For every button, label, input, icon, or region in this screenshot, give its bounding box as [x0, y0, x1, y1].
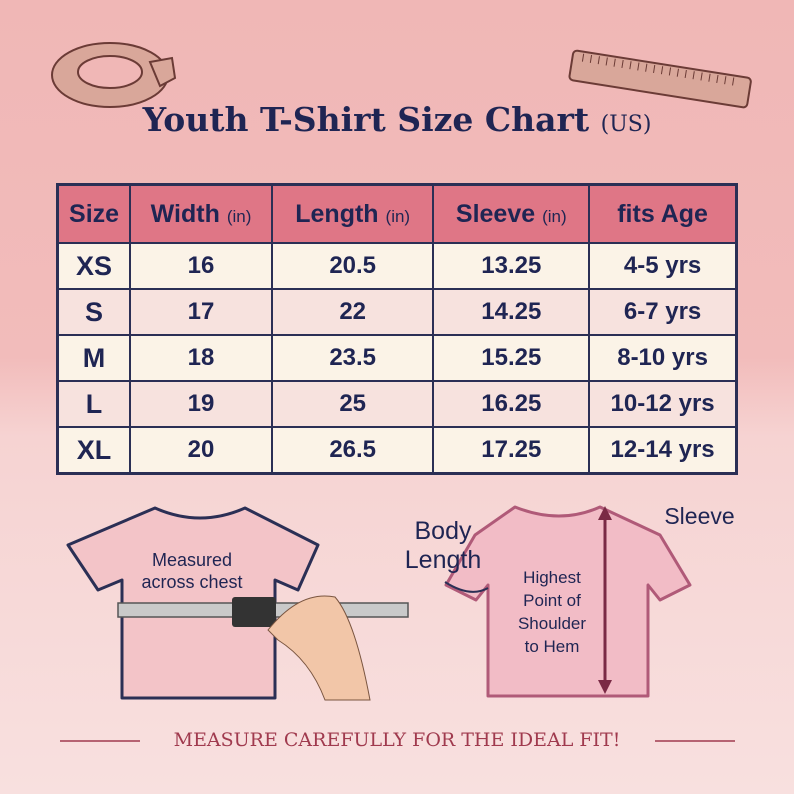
value-cell: 12-14 yrs	[588, 426, 738, 475]
value-cell: 6-7 yrs	[588, 288, 738, 336]
shirt-left	[66, 506, 409, 701]
value-cell: 17	[129, 288, 273, 336]
title: Youth T-Shirt Size Chart (US)	[0, 100, 794, 139]
value-cell: 4-5 yrs	[588, 242, 738, 290]
header-unit: (in)	[385, 206, 411, 226]
ruler	[568, 49, 752, 109]
header-text: Width	[150, 199, 220, 228]
chest-label: Measured across chest	[141, 550, 243, 592]
body-length-label: Body Length	[404, 517, 482, 574]
header-text: fits Age	[617, 199, 708, 228]
value-cell: 15.25	[432, 334, 591, 382]
table-row: S 17 22 14.25 6-7 yrs	[56, 288, 738, 336]
value-cell: 20.5	[270, 242, 435, 290]
column-header: Size	[56, 183, 132, 244]
size-cell: XL	[56, 426, 132, 475]
shirt-right	[444, 505, 692, 698]
table-body: XS 16 20.5 13.25 4-5 yrs S 17 22 14.25 6-7 yrs M 18…	[56, 242, 738, 475]
value-cell: 22	[270, 288, 435, 336]
size-cell: L	[56, 380, 132, 428]
footer: MEASURE CAREFULLY FOR THE IDEAL FIT!	[173, 729, 621, 751]
value-cell: 17.25	[432, 426, 591, 475]
value-cell: 16	[129, 242, 273, 290]
value-cell: 14.25	[432, 288, 591, 336]
value-cell: 23.5	[270, 334, 435, 382]
title-suffix: (US)	[600, 112, 652, 137]
table-row: L 19 25 16.25 10-12 yrs	[56, 380, 738, 428]
size-cell: XS	[56, 242, 132, 290]
column-header: Length (in)	[270, 183, 435, 244]
column-header: fits Age	[588, 183, 738, 244]
size-cell: S	[56, 288, 132, 336]
table-row: XL 20 26.5 17.25 12-14 yrs	[56, 426, 738, 475]
header-unit: (in)	[226, 206, 252, 226]
table-row: M 18 23.5 15.25 8-10 yrs	[56, 334, 738, 382]
size-table: Size Width (in) Length (in) Sleeve (in) fits…	[56, 183, 738, 475]
value-cell: 13.25	[432, 242, 591, 290]
header-row: Size Width (in) Length (in) Sleeve (in) fits…	[56, 183, 738, 244]
header-text: Size	[69, 199, 120, 228]
column-header: Sleeve (in)	[432, 183, 591, 244]
value-cell: 8-10 yrs	[588, 334, 738, 382]
value-cell: 19	[129, 380, 273, 428]
header-text: Sleeve	[455, 199, 536, 228]
header-text: Length	[295, 199, 379, 228]
value-cell: 26.5	[270, 426, 435, 475]
value-cell: 25	[270, 380, 435, 428]
length-note: Highest Point of Shoulder to Hem	[517, 568, 587, 656]
column-header: Width (in)	[129, 183, 273, 244]
value-cell: 20	[129, 426, 273, 475]
header-unit: (in)	[542, 206, 567, 226]
size-cell: M	[56, 334, 132, 382]
value-cell: 18	[129, 334, 273, 382]
value-cell: 16.25	[432, 380, 591, 428]
sleeve-label: Sleeve	[664, 503, 735, 529]
value-cell: 10-12 yrs	[588, 380, 738, 428]
tape-measure	[51, 42, 177, 108]
title-text: Youth T-Shirt Size Chart	[142, 100, 590, 139]
table-row: XS 16 20.5 13.25 4-5 yrs	[56, 242, 738, 290]
